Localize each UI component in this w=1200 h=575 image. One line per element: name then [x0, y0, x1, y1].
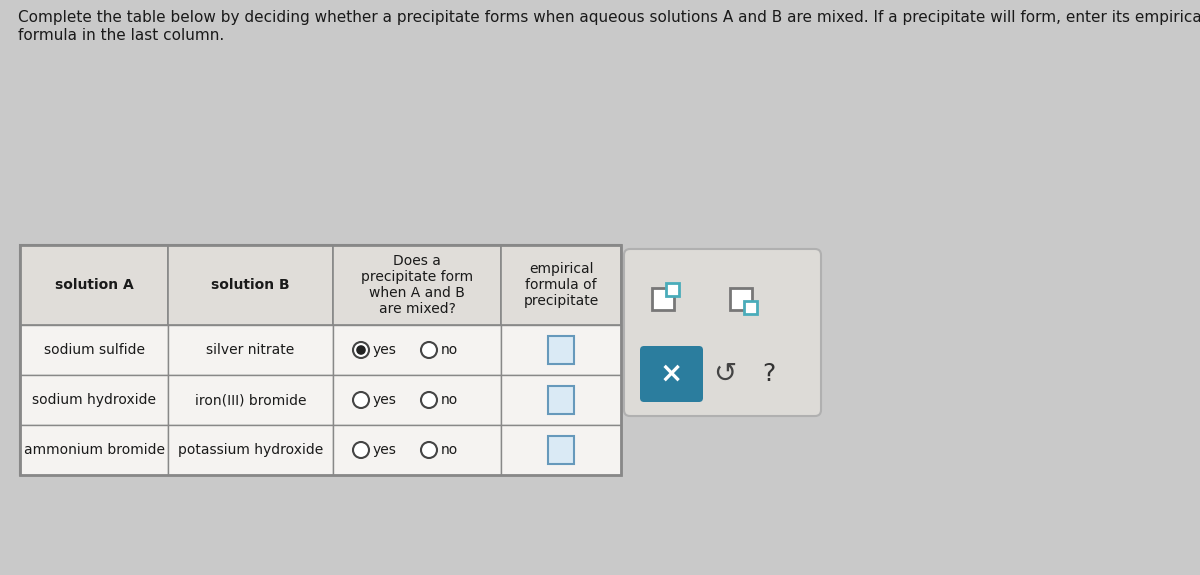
Bar	[548, 436, 574, 464]
Bar	[502, 425, 622, 475]
Bar	[548, 386, 574, 414]
Bar	[730, 288, 752, 310]
Bar	[20, 375, 168, 425]
Circle shape	[421, 392, 437, 408]
Text: ↺: ↺	[713, 360, 737, 388]
Circle shape	[356, 345, 366, 355]
Text: no: no	[442, 393, 458, 407]
Circle shape	[421, 342, 437, 358]
Text: iron(III) bromide: iron(III) bromide	[194, 393, 306, 407]
Text: ammonium bromide: ammonium bromide	[24, 443, 164, 457]
Bar	[334, 325, 502, 375]
Text: ×: ×	[660, 360, 683, 388]
Bar	[168, 425, 334, 475]
Text: no: no	[442, 343, 458, 357]
Bar	[502, 245, 622, 325]
Text: yes: yes	[373, 393, 397, 407]
FancyBboxPatch shape	[640, 346, 703, 402]
Bar	[168, 245, 334, 325]
Circle shape	[353, 442, 370, 458]
Bar	[666, 283, 679, 296]
Bar	[168, 375, 334, 425]
Bar	[334, 245, 502, 325]
Text: formula in the last column.: formula in the last column.	[18, 28, 224, 43]
Bar	[744, 301, 757, 314]
Bar	[168, 325, 334, 375]
Bar	[20, 245, 168, 325]
Bar	[502, 325, 622, 375]
Text: Complete the table below by deciding whether a precipitate forms when aqueous so: Complete the table below by deciding whe…	[18, 10, 1200, 25]
Text: Does a
precipitate form
when A and B
are mixed?: Does a precipitate form when A and B are…	[361, 254, 473, 316]
Circle shape	[421, 442, 437, 458]
Bar	[334, 375, 502, 425]
Bar	[20, 425, 168, 475]
Bar	[20, 245, 622, 475]
Text: potassium hydroxide: potassium hydroxide	[178, 443, 323, 457]
Bar	[20, 325, 168, 375]
Text: solution A: solution A	[55, 278, 133, 292]
Bar	[548, 336, 574, 364]
Text: solution B: solution B	[211, 278, 290, 292]
Text: empirical
formula of
precipitate: empirical formula of precipitate	[523, 262, 599, 308]
Text: silver nitrate: silver nitrate	[206, 343, 295, 357]
Text: sodium hydroxide: sodium hydroxide	[32, 393, 156, 407]
Circle shape	[353, 342, 370, 358]
Text: yes: yes	[373, 443, 397, 457]
Bar	[20, 245, 622, 475]
Text: ?: ?	[762, 362, 775, 386]
Circle shape	[353, 392, 370, 408]
Bar	[502, 375, 622, 425]
Bar	[652, 288, 674, 310]
Text: sodium sulfide: sodium sulfide	[43, 343, 144, 357]
Bar	[334, 425, 502, 475]
Text: no: no	[442, 443, 458, 457]
Text: yes: yes	[373, 343, 397, 357]
FancyBboxPatch shape	[624, 249, 821, 416]
